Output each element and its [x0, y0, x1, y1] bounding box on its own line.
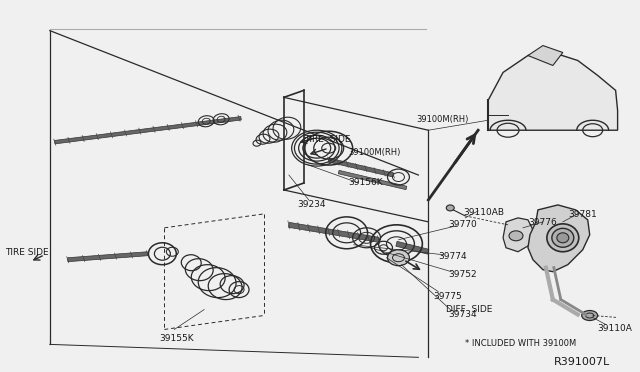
- Text: 39776: 39776: [528, 218, 557, 227]
- Text: 39100M(RH): 39100M(RH): [417, 115, 468, 124]
- Text: * INCLUDED WITH 39100M: * INCLUDED WITH 39100M: [465, 339, 577, 349]
- Text: 39752: 39752: [448, 270, 477, 279]
- Polygon shape: [328, 158, 394, 177]
- Polygon shape: [54, 116, 241, 144]
- Text: 39155K: 39155K: [159, 334, 194, 343]
- Text: 39100M(RH): 39100M(RH): [349, 148, 401, 157]
- Polygon shape: [289, 222, 379, 242]
- Polygon shape: [396, 241, 429, 254]
- Polygon shape: [528, 45, 563, 65]
- Polygon shape: [339, 170, 407, 190]
- Ellipse shape: [557, 233, 569, 243]
- Ellipse shape: [387, 250, 410, 266]
- Text: 39110A: 39110A: [598, 324, 632, 333]
- Ellipse shape: [509, 231, 523, 241]
- Text: 39774: 39774: [438, 252, 467, 261]
- Ellipse shape: [582, 311, 598, 320]
- Text: 39234: 39234: [297, 200, 325, 209]
- Text: 39156K: 39156K: [349, 178, 383, 187]
- Text: TIRE SIDE: TIRE SIDE: [5, 248, 49, 257]
- Text: 39775: 39775: [433, 292, 462, 301]
- Polygon shape: [68, 252, 148, 262]
- Polygon shape: [488, 52, 618, 130]
- Text: TIRE  SIDE: TIRE SIDE: [304, 135, 350, 144]
- Ellipse shape: [552, 228, 574, 247]
- Text: R391007L: R391007L: [554, 357, 610, 367]
- Polygon shape: [528, 205, 589, 272]
- Text: 39110AB: 39110AB: [463, 208, 504, 217]
- Text: 39781: 39781: [568, 210, 596, 219]
- Ellipse shape: [547, 224, 579, 252]
- Ellipse shape: [446, 205, 454, 211]
- Polygon shape: [503, 218, 533, 252]
- Text: 39770: 39770: [448, 220, 477, 229]
- Text: DIFF  SIDE: DIFF SIDE: [446, 305, 493, 314]
- Text: 39734: 39734: [448, 310, 477, 318]
